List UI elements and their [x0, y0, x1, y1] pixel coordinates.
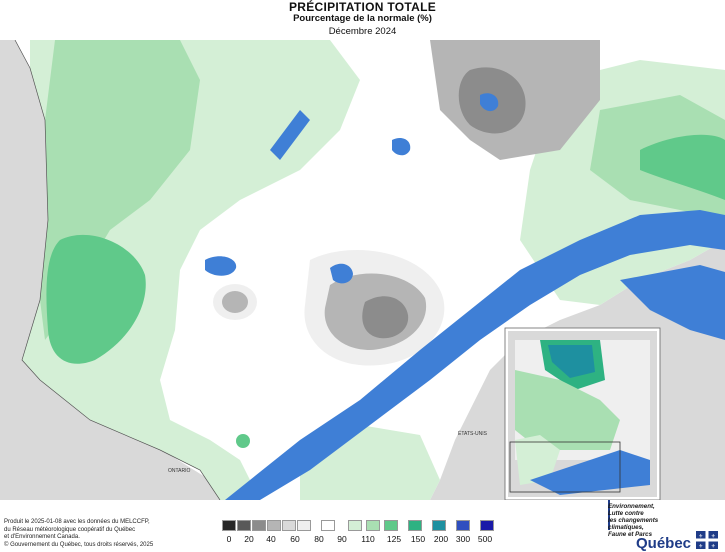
legend-label: 300 — [455, 534, 471, 544]
zone-150-200-spot — [236, 434, 250, 448]
legend-label: 500 — [477, 534, 493, 544]
legend-swatch — [348, 520, 362, 531]
map-title: PRÉCIPITATION TOTALE — [288, 0, 437, 14]
legend-swatch — [222, 520, 236, 531]
credits-line: du Réseau météorologique coopératif du Q… — [4, 526, 136, 533]
legend-swatch — [267, 520, 281, 531]
ministry-line: climatiques, — [608, 524, 644, 531]
legend-label: 200 — [433, 534, 449, 544]
legend-swatch — [282, 520, 296, 531]
ministry-line: Lutte contre — [608, 510, 644, 517]
svg-text:⚜: ⚜ — [699, 533, 703, 539]
inset-map — [504, 327, 661, 500]
map-header: PRÉCIPITATION TOTALE Pourcentage de la n… — [0, 0, 725, 40]
legend-label: 40 — [266, 534, 276, 544]
credits-line: et d'Environnement Canada. — [4, 534, 80, 541]
legend-label: 60 — [290, 534, 300, 544]
reservoir-manicouagan — [392, 138, 411, 156]
copyright-text: © Gouvernement du Québec, tous droits ré… — [4, 542, 154, 548]
legend-swatch — [237, 520, 251, 531]
zone-150-200-east — [640, 134, 725, 200]
ministry-line: Faune et Parcs — [608, 531, 653, 538]
lake-mistassini — [270, 110, 310, 160]
legend-label: 125 — [386, 534, 402, 544]
legend-label: 20 — [244, 534, 254, 544]
svg-text:⚜: ⚜ — [711, 543, 715, 549]
legend-swatch — [456, 520, 470, 531]
legend-swatch — [366, 520, 380, 531]
quebec-wordmark: Québec — [636, 535, 692, 552]
legend-label: 110 — [361, 534, 375, 544]
provincial-border — [14, 40, 221, 500]
svg-text:⚜: ⚜ — [711, 533, 715, 539]
lake-caniapiscau — [480, 93, 499, 112]
legend-swatch — [432, 520, 446, 531]
zone-80-90-west — [222, 291, 248, 313]
legend-label: 150 — [410, 534, 426, 544]
legend-swatch — [297, 520, 311, 531]
precipitation-map[interactable]: ONTARIO ÉTATS-UNIS — [0, 40, 725, 500]
map-canvas: ONTARIO ÉTATS-UNIS — [0, 40, 725, 500]
legend-label: 90 — [337, 534, 347, 544]
reservoir-gouin — [205, 256, 237, 276]
legend-swatch — [321, 520, 335, 531]
credits-text: Produit le 2025-01-08 avec les données d… — [4, 519, 214, 542]
label-usa: ÉTATS-UNIS — [458, 430, 488, 437]
map-period: Décembre 2024 — [328, 26, 397, 37]
zone-150-200-west — [46, 234, 146, 364]
ministry-line: Environnement, — [608, 503, 655, 510]
map-subtitle: Pourcentage de la normale (%) — [293, 13, 432, 24]
legend-swatch — [408, 520, 422, 531]
label-ontario: ONTARIO — [168, 468, 191, 474]
svg-text:⚜: ⚜ — [699, 543, 703, 549]
legend-swatch — [384, 520, 398, 531]
ministry-line: les changements — [608, 517, 659, 524]
legend-swatch — [480, 520, 494, 531]
ministry-bar — [608, 500, 610, 530]
lake-saint-jean — [330, 263, 353, 284]
gulf-water — [620, 265, 725, 340]
credits-line: Produit le 2025-01-08 avec les données d… — [4, 519, 150, 525]
legend-label: 80 — [314, 534, 324, 544]
fleurdelise-flag-icon: ⚜ ⚜ ⚜ ⚜ — [696, 531, 718, 549]
zone-60-80-center — [362, 296, 409, 339]
legend-swatch — [252, 520, 266, 531]
legend-label: 0 — [226, 534, 232, 544]
st-lawrence-river — [225, 210, 725, 500]
ministry-name: Environnement, Lutte contre les changeme… — [608, 503, 680, 538]
